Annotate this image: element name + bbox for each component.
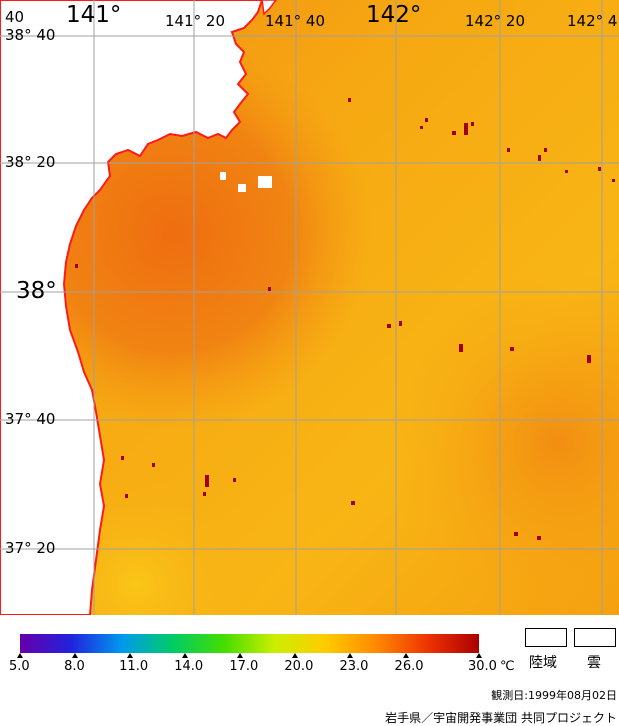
- colorbar-tick-label: 17.0: [229, 659, 259, 674]
- colorbar-tick-mark: [402, 653, 409, 658]
- longitude-label: 142° 4: [567, 12, 618, 30]
- longitude-label: 141° 40: [265, 12, 325, 30]
- observation-date: 観測日:1999年08月02日: [491, 689, 617, 702]
- colorbar-tick-mark: [182, 653, 189, 658]
- graticule: [0, 0, 619, 615]
- longitude-label: 141°: [66, 2, 122, 28]
- land-legend-label: 陸域: [529, 655, 557, 671]
- cloud-legend-label: 雲: [587, 655, 601, 671]
- latitude-label: 38° 20: [5, 153, 56, 171]
- temperature-colorbar: [20, 634, 479, 653]
- credit-text: 岩手県／宇宙開発事業団 共同プロジェクト: [385, 711, 617, 725]
- colorbar-tick-label: 11.0: [119, 659, 149, 674]
- colorbar-tick-mark: [127, 653, 134, 658]
- colorbar-tick-mark: [72, 653, 79, 658]
- hotspots: [75, 98, 615, 540]
- longitude-label: 142°: [366, 2, 422, 28]
- corner-label: 40: [5, 8, 25, 26]
- colorbar-tick-label: 26.0: [394, 659, 424, 674]
- colorbar-tick-label: 5.0: [9, 659, 30, 674]
- cloud-patch: [238, 184, 246, 192]
- colorbar-tick-label: 14.0: [174, 659, 204, 674]
- land-legend-swatch: [525, 628, 567, 647]
- colorbar-tick-mark: [476, 653, 482, 658]
- latitude-label: 38°: [16, 278, 57, 304]
- latitude-label: 37° 40: [5, 410, 56, 428]
- colorbar-unit: ℃: [500, 659, 515, 674]
- colorbar-tick-mark: [17, 653, 23, 658]
- cloud-legend-swatch: [574, 628, 616, 647]
- longitude-label: 142° 20: [465, 12, 525, 30]
- longitude-label: 141° 20: [165, 12, 225, 30]
- land-northeast: [261, 0, 277, 16]
- colorbar-tick-mark: [292, 653, 299, 658]
- sst-map: [0, 0, 619, 615]
- latitude-label: 38° 40: [5, 26, 56, 44]
- colorbar-tick-label: 23.0: [339, 659, 369, 674]
- land-north: [0, 0, 264, 615]
- colorbar-tick-label: 8.0: [64, 659, 85, 674]
- colorbar-tick-mark: [237, 653, 244, 658]
- cloud-patch: [258, 176, 272, 188]
- colorbar-tick-label: 30.0: [468, 659, 497, 674]
- colorbar-tick-mark: [347, 653, 354, 658]
- colorbar-tick-label: 20.0: [284, 659, 314, 674]
- cloud-patch: [220, 172, 226, 180]
- latitude-label: 37° 20: [5, 539, 56, 557]
